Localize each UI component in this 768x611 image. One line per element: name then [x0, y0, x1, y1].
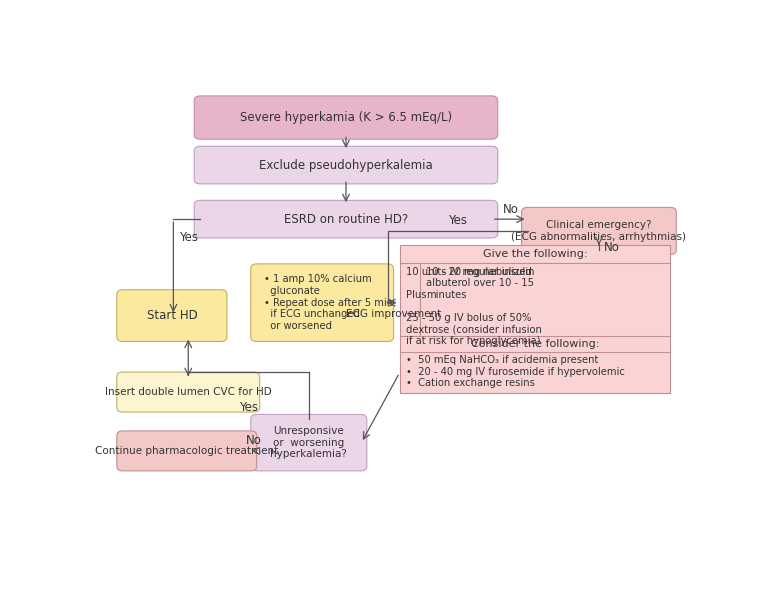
Text: Exclude pseudohyperkalemia: Exclude pseudohyperkalemia — [259, 159, 433, 172]
Bar — [399, 245, 670, 393]
FancyBboxPatch shape — [117, 431, 257, 471]
Text: Give the following:: Give the following: — [483, 249, 588, 259]
Text: Start HD: Start HD — [147, 309, 197, 322]
Text: No: No — [604, 241, 620, 254]
Text: •  50 mEq NaHCO₃ if acidemia present
•  20 - 40 mg IV furosemide if hypervolemic: • 50 mEq NaHCO₃ if acidemia present • 20… — [406, 355, 624, 389]
Text: • 1 amp 10% calcium
  gluconate
• Repeat dose after 5 min
  if ECG unchanged
  o: • 1 amp 10% calcium gluconate • Repeat d… — [264, 274, 393, 331]
FancyBboxPatch shape — [521, 207, 677, 254]
Text: Continue pharmacologic treatment: Continue pharmacologic treatment — [95, 446, 278, 456]
Text: No: No — [246, 434, 262, 447]
FancyBboxPatch shape — [194, 96, 498, 139]
FancyBboxPatch shape — [194, 146, 498, 184]
FancyBboxPatch shape — [194, 200, 498, 238]
Text: Yes: Yes — [179, 232, 197, 244]
Text: Unresponsive
or  worsening
hyperkalemia?: Unresponsive or worsening hyperkalemia? — [270, 426, 347, 459]
Text: Yes: Yes — [448, 214, 467, 227]
Text: Consider the following:: Consider the following: — [471, 339, 599, 349]
Text: Insert double lumen CVC for HD: Insert double lumen CVC for HD — [105, 387, 272, 397]
FancyBboxPatch shape — [117, 372, 260, 412]
FancyBboxPatch shape — [117, 290, 227, 342]
Text: 10 - 20 mg nebulized
albuterol over 10 - 15
minutes: 10 - 20 mg nebulized albuterol over 10 -… — [426, 266, 535, 300]
Text: Yes: Yes — [239, 401, 258, 414]
Text: 10 units IV regular insulin

Plus

25 - 50 g IV bolus of 50%
dextrose (consider : 10 units IV regular insulin Plus 25 - 50… — [406, 266, 541, 346]
Text: No: No — [503, 203, 519, 216]
FancyBboxPatch shape — [250, 414, 367, 471]
Text: Severe hyperkamia (K > 6.5 mEq/L): Severe hyperkamia (K > 6.5 mEq/L) — [240, 111, 452, 124]
Text: ESRD on routine HD?: ESRD on routine HD? — [284, 213, 408, 225]
Text: ECG improvement: ECG improvement — [346, 309, 442, 320]
FancyBboxPatch shape — [250, 264, 393, 342]
Text: Clinical emergency?
(ECG abnormalities, arrhythmias): Clinical emergency? (ECG abnormalities, … — [511, 220, 687, 242]
